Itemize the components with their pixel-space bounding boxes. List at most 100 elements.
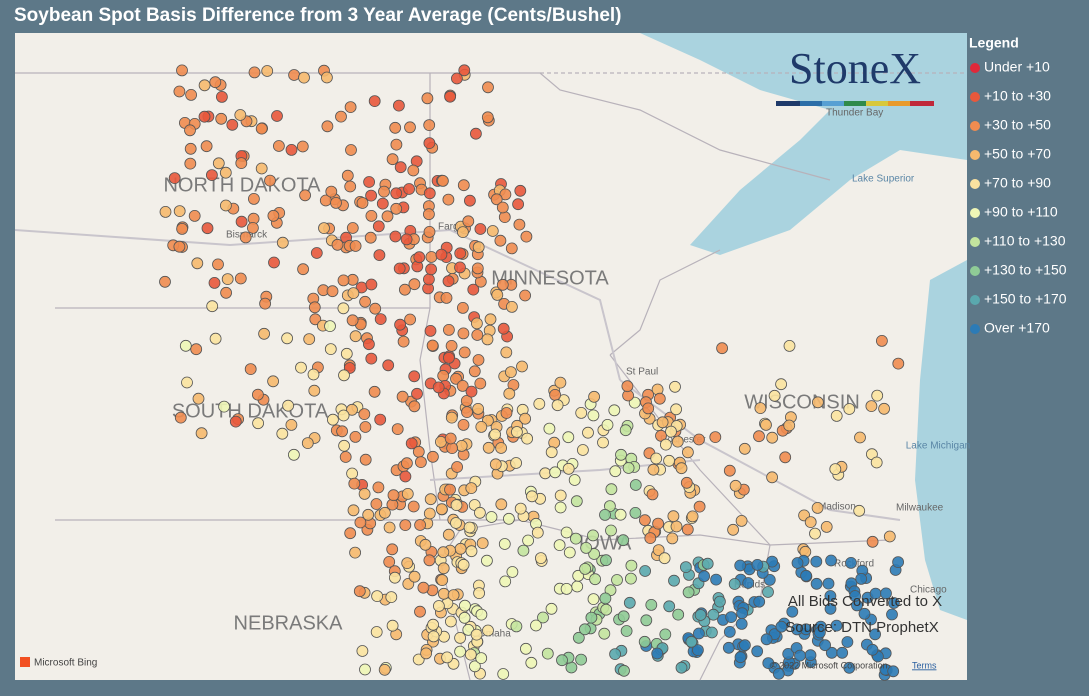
- bid-dot: [267, 209, 280, 222]
- bid-dot: [572, 631, 585, 644]
- bid-dot: [804, 516, 817, 528]
- bid-dot: [766, 555, 778, 568]
- bid-dot: [681, 523, 694, 536]
- bid-dot: [320, 71, 333, 84]
- bid-dot: [457, 418, 470, 431]
- bid-dot: [168, 172, 181, 185]
- bid-dot: [514, 502, 527, 515]
- bid-dot: [396, 390, 409, 403]
- bid-dot: [456, 226, 469, 239]
- note: Source: DTN ProphetX: [785, 619, 938, 636]
- bid-dot: [349, 240, 362, 252]
- bid-dot: [829, 463, 842, 476]
- bid-dot: [362, 338, 375, 351]
- bid-dot: [588, 390, 600, 403]
- bid-dot: [871, 389, 884, 402]
- bid-dot: [401, 487, 414, 500]
- bid-dot: [445, 339, 458, 352]
- bid-dot: [373, 249, 386, 262]
- bid-dot: [229, 415, 242, 428]
- bid-dot: [437, 369, 450, 382]
- bid-dot: [264, 174, 276, 187]
- bid-dot: [638, 635, 651, 648]
- bid-dot: [605, 483, 618, 496]
- bid-dot: [568, 474, 581, 486]
- bid-dot: [497, 322, 510, 335]
- bid-dot: [623, 596, 636, 609]
- copyright: © 2022 Microsoft Corporation: [770, 660, 888, 670]
- bid-dot: [218, 400, 231, 413]
- bid-dot: [475, 608, 488, 621]
- bid-dot: [340, 347, 353, 360]
- bid-dot: [541, 647, 554, 660]
- bid-dot: [646, 488, 659, 501]
- bid-dot: [444, 483, 456, 496]
- bid-dot: [184, 142, 197, 155]
- bid-dot: [625, 559, 638, 572]
- bid-dot: [510, 457, 522, 469]
- bid-dot: [869, 628, 881, 641]
- bid-dot: [432, 381, 445, 394]
- bid-dot: [423, 187, 436, 200]
- bid-dot: [621, 380, 634, 393]
- bid-dot: [400, 457, 413, 470]
- bid-dot: [560, 583, 573, 595]
- bid-dot: [336, 425, 349, 438]
- bid-dot: [434, 435, 447, 448]
- bid-dot: [735, 515, 748, 527]
- legend-swatch: [970, 295, 980, 305]
- bid-dot: [385, 591, 398, 603]
- bid-dot: [503, 387, 516, 400]
- map: NORTH DAKOTA MINNESOTA SOUTH DAKOTA WISC…: [14, 33, 970, 681]
- bid-dot: [506, 566, 519, 578]
- bid-dot: [519, 289, 531, 302]
- bid-dot: [404, 121, 416, 134]
- bid-dot: [404, 313, 417, 326]
- bid-dot: [359, 421, 372, 433]
- legend-swatch: [970, 63, 980, 73]
- legend-label: +150 to +170: [984, 291, 1067, 307]
- bid-dot: [206, 300, 219, 313]
- bid-dot: [426, 339, 439, 352]
- bid-dot: [629, 479, 642, 491]
- bid-dot: [549, 466, 561, 479]
- bid-dot: [620, 625, 633, 637]
- bid-dot: [663, 600, 676, 613]
- bid-dot: [751, 559, 764, 571]
- bid-dot: [465, 482, 478, 495]
- bid-dot: [209, 332, 222, 345]
- bid-dot: [735, 618, 748, 630]
- bid-dot: [786, 605, 799, 618]
- bid-dot: [800, 569, 812, 582]
- bid-dot: [458, 611, 471, 624]
- bid-dot: [248, 66, 261, 79]
- bid-dot: [562, 431, 575, 444]
- bid-dot: [843, 403, 856, 415]
- bid-dot: [389, 121, 402, 134]
- bid-dot: [563, 546, 576, 559]
- bid-dot: [398, 283, 411, 296]
- bid-dot: [782, 648, 795, 660]
- bid-dot: [489, 458, 502, 471]
- bid-dot: [499, 575, 512, 588]
- state-label: NORTH DAKOTA: [163, 174, 321, 196]
- bid-dot: [609, 648, 621, 660]
- legend-swatch: [970, 266, 980, 276]
- bid-dot: [437, 562, 450, 575]
- bid-dot: [883, 530, 896, 543]
- legend-label: Over +170: [984, 320, 1050, 336]
- state-label: NEBRASKA: [234, 612, 344, 634]
- bid-dot: [390, 202, 403, 215]
- bid-dot: [615, 448, 627, 461]
- terms-link[interactable]: Terms: [912, 660, 937, 670]
- bid-dot: [714, 595, 726, 608]
- bid-dot: [652, 517, 664, 530]
- bid-dot: [775, 620, 788, 633]
- bid-dot: [502, 512, 515, 525]
- bid-dot: [763, 574, 776, 586]
- bid-dot: [362, 508, 375, 521]
- bid-dot: [644, 532, 657, 544]
- bid-dot: [693, 627, 705, 640]
- bid-dot: [605, 524, 617, 537]
- bid-dot: [188, 209, 201, 222]
